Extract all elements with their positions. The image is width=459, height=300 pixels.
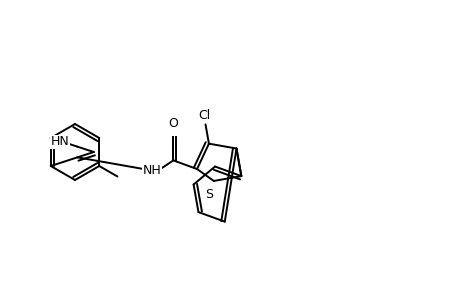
Text: S: S [204, 188, 213, 201]
Text: HN: HN [50, 135, 69, 148]
Text: Cl: Cl [198, 109, 210, 122]
Text: O: O [168, 117, 178, 130]
Text: NH: NH [142, 164, 161, 177]
